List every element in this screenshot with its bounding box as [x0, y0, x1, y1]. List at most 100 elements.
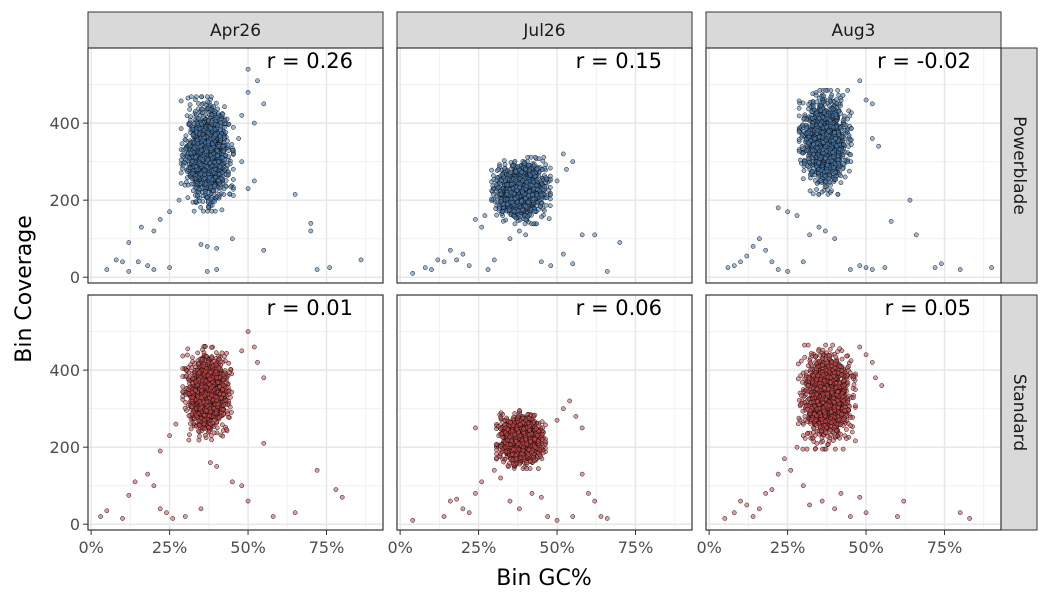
- data-point: [227, 161, 233, 167]
- data-point: [186, 155, 192, 161]
- data-point: [145, 263, 150, 269]
- data-point: [226, 171, 231, 177]
- data-point: [518, 199, 524, 205]
- data-point: [831, 165, 836, 171]
- data-point: [190, 159, 195, 165]
- data-point: [245, 186, 251, 191]
- data-point: [827, 103, 832, 109]
- data-point: [836, 92, 842, 98]
- data-point: [327, 265, 332, 270]
- data-point: [804, 125, 809, 131]
- data-point: [198, 171, 204, 177]
- data-point: [215, 153, 220, 159]
- data-point: [222, 125, 227, 130]
- data-point: [847, 137, 853, 143]
- data-point: [546, 216, 552, 222]
- data-point: [813, 92, 819, 98]
- data-point: [832, 130, 838, 135]
- data-point: [823, 137, 829, 143]
- data-point: [185, 182, 191, 188]
- data-point: [441, 259, 447, 265]
- data-point: [220, 112, 226, 117]
- data-point: [308, 228, 314, 234]
- data-point: [216, 178, 221, 183]
- data-point: [230, 236, 235, 242]
- data-point: [538, 192, 544, 198]
- data-point: [151, 228, 157, 234]
- data-point: [239, 159, 245, 164]
- data-point: [827, 98, 833, 104]
- data-point: [139, 224, 144, 230]
- data-point: [513, 215, 519, 221]
- data-point: [807, 188, 813, 194]
- data-point: [217, 133, 223, 139]
- data-point: [534, 203, 540, 208]
- data-point: [836, 132, 842, 138]
- data-point: [219, 155, 225, 161]
- data-point: [135, 259, 141, 265]
- data-point: [819, 135, 825, 141]
- data-point: [512, 196, 518, 201]
- data-point: [524, 179, 529, 185]
- data-point: [838, 125, 843, 131]
- data-point: [218, 185, 224, 191]
- data-point: [308, 220, 314, 226]
- data-point: [176, 197, 182, 203]
- data-point: [212, 208, 218, 214]
- data-point: [833, 176, 839, 182]
- data-point: [435, 257, 441, 263]
- data-point: [113, 257, 119, 263]
- panel-background: [88, 48, 383, 283]
- data-point: [525, 214, 530, 219]
- data-point: [828, 88, 834, 93]
- data-point: [810, 103, 816, 109]
- data-point: [819, 189, 825, 195]
- data-point: [833, 136, 838, 141]
- data-point: [805, 139, 811, 145]
- data-point: [219, 207, 225, 213]
- data-point: [199, 102, 205, 107]
- data-point: [200, 157, 206, 162]
- data-point: [857, 263, 863, 269]
- data-point: [810, 123, 815, 128]
- data-point: [815, 128, 821, 134]
- data-point: [801, 168, 807, 174]
- data-point: [800, 176, 806, 182]
- data-point: [800, 150, 806, 156]
- data-point: [825, 158, 831, 164]
- data-point: [534, 192, 540, 198]
- data-point: [489, 196, 494, 202]
- data-point: [848, 267, 853, 272]
- column-strip-aug3: Aug3: [705, 11, 1002, 49]
- data-point: [579, 232, 585, 238]
- data-point: [151, 267, 157, 272]
- data-point: [592, 232, 598, 238]
- data-point: [205, 157, 210, 163]
- data-point: [227, 191, 233, 197]
- data-point: [830, 106, 836, 112]
- data-point: [531, 221, 537, 227]
- data-point: [212, 127, 218, 132]
- data-point: [540, 158, 546, 164]
- data-point: [869, 136, 875, 141]
- data-point: [523, 166, 528, 172]
- data-point: [216, 144, 222, 149]
- data-point: [195, 121, 201, 126]
- data-point: [466, 263, 472, 269]
- data-point: [205, 99, 210, 105]
- data-point: [223, 129, 229, 135]
- data-point: [547, 173, 553, 179]
- data-point: [835, 88, 840, 93]
- data-point: [167, 209, 172, 215]
- data-point: [188, 94, 194, 100]
- data-point: [226, 121, 232, 127]
- row-strip-standard: Standard: [1000, 294, 1038, 531]
- column-strip-label: Apr26: [210, 21, 261, 41]
- data-point: [195, 193, 200, 198]
- data-point: [534, 166, 540, 172]
- y-tick-label: 0: [70, 268, 80, 287]
- data-point: [836, 161, 841, 167]
- data-point: [731, 263, 737, 269]
- data-point: [840, 118, 846, 124]
- data-point: [508, 190, 514, 195]
